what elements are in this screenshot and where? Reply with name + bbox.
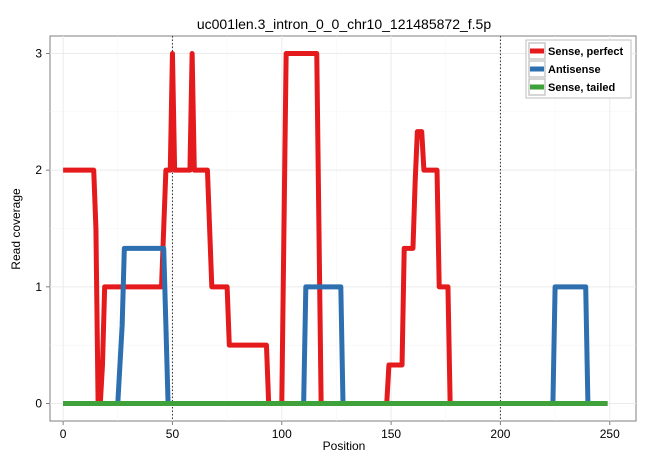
x-axis-ticks: 0 50 100 150 200 250	[60, 421, 620, 441]
x-tick-label: 200	[490, 427, 510, 441]
legend-label-sense-tailed: Sense, tailed	[548, 82, 615, 94]
y-axis-ticks: 0 1 2 3	[35, 47, 50, 411]
legend-label-antisense: Antisense	[548, 64, 601, 76]
x-tick-label: 50	[166, 427, 180, 441]
chart-title: uc001len.3_intron_0_0_chr10_121485872_f.…	[197, 16, 491, 32]
y-tick-label: 0	[35, 397, 42, 411]
series-antisense	[63, 245, 608, 406]
x-tick-label: 150	[381, 427, 401, 441]
y-tick-label: 2	[35, 163, 42, 177]
y-axis-title: Read coverage	[9, 188, 23, 270]
y-tick-label: 3	[35, 47, 42, 61]
series-lines	[63, 51, 608, 406]
x-tick-label: 100	[272, 427, 292, 441]
legend-label-sense-perfect: Sense, perfect	[548, 46, 624, 58]
x-tick-label: 250	[600, 427, 620, 441]
y-tick-label: 1	[35, 280, 42, 294]
x-axis-title: Position	[323, 439, 366, 453]
x-tick-label: 0	[60, 427, 67, 441]
legend: Sense, perfect Antisense Sense, tailed	[525, 39, 632, 99]
